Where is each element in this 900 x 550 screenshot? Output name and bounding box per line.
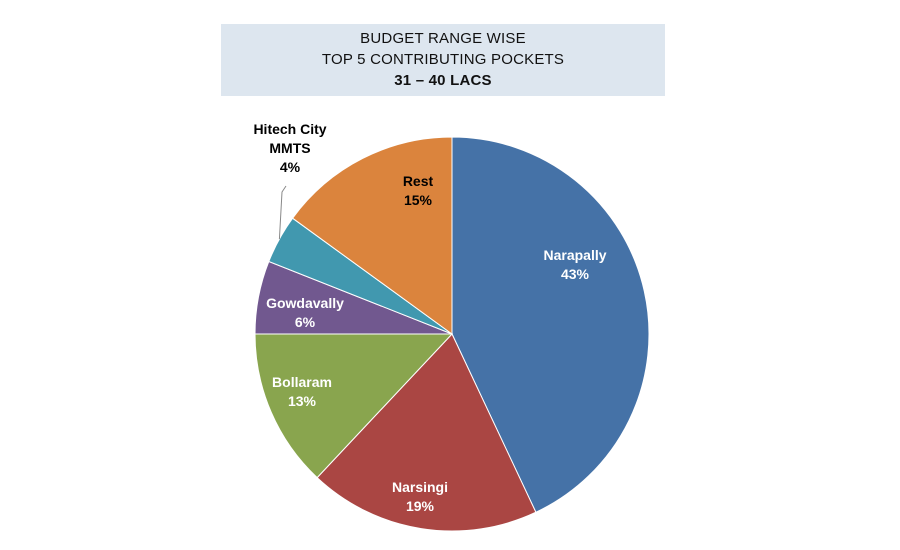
slice-label-narapally: Narapally 43% bbox=[543, 247, 606, 282]
slice-label-narsingi: Narsingi 19% bbox=[392, 479, 448, 514]
leader-line-hitech-city-mmts bbox=[278, 185, 287, 240]
chart-title-line-2: TOP 5 CONTRIBUTING POCKETS bbox=[321, 51, 565, 68]
pie-slice-bollaram bbox=[254, 333, 454, 479]
slice-label-gowdavally: Gowdavally 6% bbox=[266, 295, 344, 330]
pie-slice-rest bbox=[291, 136, 453, 335]
slice-label-rest: Rest 15% bbox=[403, 173, 434, 208]
pie-slice-narapally bbox=[451, 136, 650, 513]
pie-slice-narsingi bbox=[316, 333, 537, 532]
slice-label-hitech-city-mmts: Hitech City MMTS 4% bbox=[253, 121, 326, 175]
chart-title-line-3: 31 – 40 LACS bbox=[394, 72, 492, 89]
chart-title-line-1: BUDGET RANGE WISE bbox=[360, 30, 526, 47]
slice-label-bollaram: Bollaram 13% bbox=[272, 374, 332, 409]
chart-title-box: BUDGET RANGE WISE TOP 5 CONTRIBUTING POC… bbox=[221, 24, 665, 96]
